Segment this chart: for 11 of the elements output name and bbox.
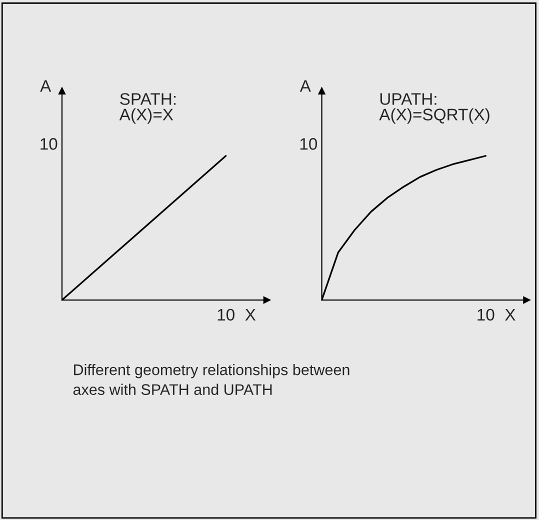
text: 10 bbox=[300, 138, 318, 150]
text: 10 bbox=[218, 308, 234, 321]
chart-title: SPATH: A(X)=X bbox=[119, 93, 176, 124]
text: 10 bbox=[40, 138, 58, 150]
text: 10 bbox=[478, 308, 494, 321]
text: Different geometry relationships between axes with SPATH and UPATH bbox=[73, 364, 350, 395]
chart-title: UPATH: A(X)=SQRT(X) bbox=[379, 93, 490, 124]
x-axis-title: X bbox=[245, 309, 256, 320]
x-axis-title: X bbox=[505, 309, 516, 320]
y-axis-title: A bbox=[300, 80, 311, 92]
y-axis-title: A bbox=[40, 80, 52, 92]
